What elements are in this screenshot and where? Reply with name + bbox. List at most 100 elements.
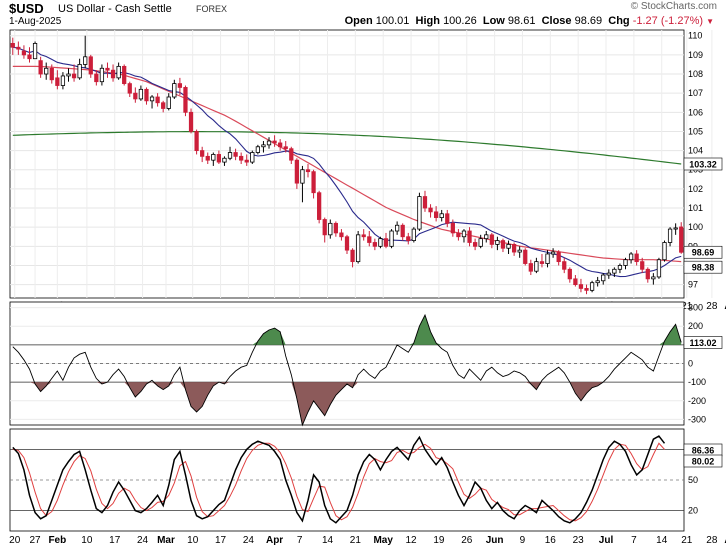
bottom-x-axis-tick: 21 bbox=[681, 535, 693, 546]
candle-body bbox=[222, 157, 227, 163]
bottom-x-axis-tick: 10 bbox=[81, 535, 93, 546]
candle-body bbox=[628, 253, 634, 261]
candle-body bbox=[177, 83, 183, 88]
candle-body bbox=[645, 268, 650, 280]
candle-body bbox=[350, 249, 355, 263]
cci-axis-tick: -300 bbox=[688, 414, 706, 424]
candle bbox=[562, 257, 567, 274]
candle bbox=[77, 58, 82, 80]
candle-body bbox=[612, 268, 617, 274]
candle bbox=[49, 64, 54, 84]
bottom-x-axis-tick: 12 bbox=[405, 535, 417, 546]
candle bbox=[55, 70, 60, 90]
cci-axis-tick: 0 bbox=[688, 359, 693, 369]
candle bbox=[88, 54, 93, 78]
bottom-x-axis-tick: 27 bbox=[30, 535, 42, 546]
bottom-x-axis-tick: 21 bbox=[350, 535, 362, 546]
candle bbox=[166, 93, 171, 111]
candle-body bbox=[138, 88, 144, 100]
candle bbox=[272, 135, 277, 147]
bottom-x-axis-tick: 28 bbox=[706, 535, 718, 546]
candle bbox=[333, 221, 338, 237]
candle-body bbox=[32, 43, 38, 60]
candle-body bbox=[300, 169, 305, 184]
cci-axis-tick: -200 bbox=[688, 396, 706, 406]
bottom-x-axis-tick: Feb bbox=[48, 535, 66, 546]
candle-body bbox=[38, 60, 43, 75]
stoch-k-tag: 86.36 bbox=[692, 446, 715, 456]
candle bbox=[133, 87, 138, 103]
candle-body bbox=[99, 67, 105, 83]
open-value: 100.01 bbox=[375, 15, 410, 27]
candle bbox=[300, 165, 305, 203]
symbol-description: US Dollar - Cash Settle bbox=[58, 3, 172, 15]
candle-body bbox=[255, 146, 261, 153]
candle bbox=[328, 219, 333, 239]
candle-body bbox=[567, 268, 572, 280]
candle bbox=[472, 238, 478, 251]
candle-body bbox=[489, 234, 494, 245]
candle bbox=[60, 72, 66, 90]
candle bbox=[367, 231, 372, 247]
candle-body bbox=[83, 56, 88, 65]
candle-body bbox=[294, 159, 299, 184]
candle-body bbox=[122, 65, 127, 85]
candle-body bbox=[389, 230, 394, 247]
candle bbox=[255, 144, 261, 155]
price-axis-tick: 108 bbox=[688, 69, 703, 79]
candle bbox=[216, 150, 222, 164]
candle-body bbox=[110, 69, 116, 79]
candle-body bbox=[467, 230, 472, 243]
chg-value: -1.27 (-1.27%) bbox=[632, 15, 704, 27]
candle bbox=[278, 139, 283, 151]
candle bbox=[172, 79, 177, 99]
high-label: High bbox=[415, 15, 440, 27]
candle bbox=[445, 209, 450, 228]
cci-value-tag: 113.02 bbox=[689, 338, 716, 348]
stoch-d-tag-box bbox=[683, 454, 723, 468]
candle-body bbox=[227, 152, 233, 159]
candle-body bbox=[361, 234, 366, 238]
ohlc-readout: Open 100.01 High 100.26 Low 98.61 Close … bbox=[345, 15, 714, 27]
bottom-x-axis-tick: 24 bbox=[243, 535, 255, 546]
bottom-x-axis-tick: 16 bbox=[545, 535, 557, 546]
candle-body bbox=[400, 224, 405, 238]
bottom-x-axis-tick: Mar bbox=[157, 535, 175, 546]
candle bbox=[417, 192, 422, 231]
bottom-x-axis-tick: 14 bbox=[656, 535, 668, 546]
candle bbox=[44, 62, 49, 80]
candle bbox=[305, 164, 311, 178]
candle bbox=[138, 85, 144, 101]
bottom-x-axis-tick: 9 bbox=[520, 535, 526, 546]
candle-body bbox=[77, 64, 82, 79]
candle-body bbox=[433, 211, 439, 219]
candle bbox=[183, 85, 188, 117]
candle bbox=[500, 238, 506, 253]
candle bbox=[361, 229, 366, 241]
candle-body bbox=[545, 253, 550, 264]
candle-body bbox=[44, 67, 49, 75]
price-axis-tick: 107 bbox=[688, 88, 703, 98]
long-ma-tag: 103.32 bbox=[689, 160, 717, 170]
candle bbox=[99, 64, 105, 86]
candle bbox=[194, 129, 199, 155]
candle bbox=[578, 278, 584, 293]
candle-body bbox=[395, 224, 400, 232]
candle bbox=[116, 62, 121, 80]
candle bbox=[27, 47, 32, 63]
candle-body bbox=[305, 169, 311, 173]
candle-body bbox=[506, 243, 511, 249]
candle-body bbox=[456, 232, 461, 238]
bottom-x-axis-tick: 20 bbox=[9, 535, 21, 546]
candle bbox=[567, 267, 572, 283]
bottom-x-axis-tick: 23 bbox=[573, 535, 585, 546]
candle-body bbox=[634, 253, 639, 263]
candle-body bbox=[311, 171, 316, 194]
stoch-d-line bbox=[12, 442, 665, 522]
candle bbox=[339, 229, 344, 241]
price-axis-tick: 105 bbox=[688, 126, 703, 136]
candle bbox=[266, 137, 272, 149]
candle bbox=[422, 190, 428, 212]
candle bbox=[511, 242, 517, 256]
price-axis-tick: 100 bbox=[688, 222, 703, 232]
